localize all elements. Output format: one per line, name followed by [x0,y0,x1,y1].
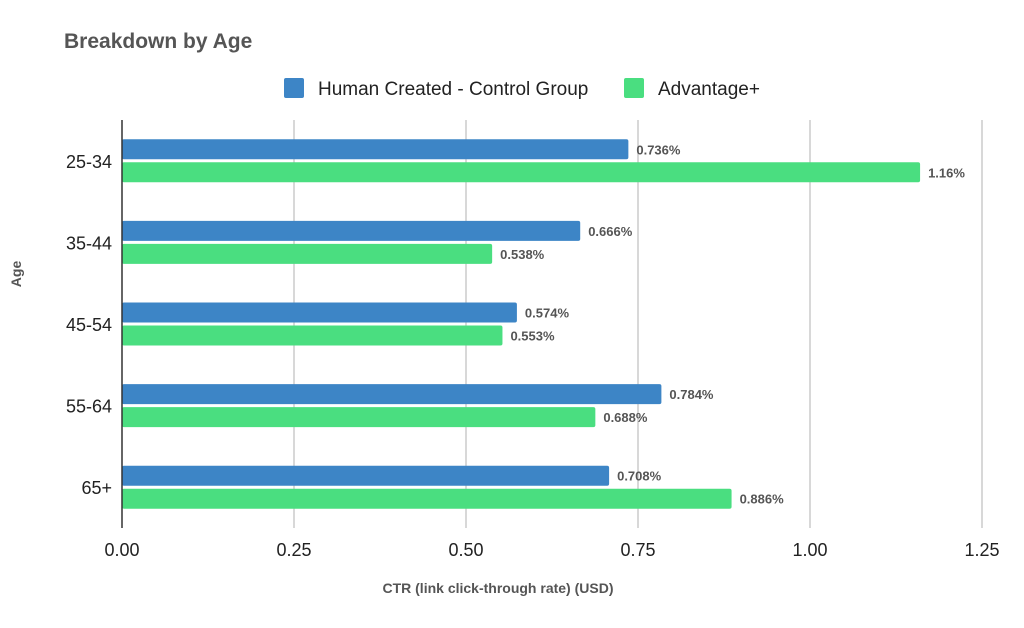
data-label-1-1: 0.538% [500,247,545,262]
bar-0-0 [122,139,629,160]
bars [122,139,921,509]
legend-label-control: Human Created - Control Group [318,79,588,100]
x-tick-label-0: 0.00 [104,540,139,560]
bar-1-4 [122,488,732,509]
bar-1-1 [122,243,493,264]
category-label-2: 45-54 [66,315,112,335]
data-label-1-3: 0.688% [603,410,648,425]
category-label-0: 25-34 [66,152,112,172]
bar-1-3 [122,407,596,428]
category-label-4: 65+ [81,478,112,498]
bar-0-1 [122,220,581,241]
legend: Human Created - Control Group Advantage+ [284,78,760,100]
category-label-3: 55-64 [66,397,112,417]
data-label-1-4: 0.886% [740,492,785,507]
gridlines [293,120,983,528]
legend-label-advantage: Advantage+ [658,79,760,100]
x-tick-label-1: 0.25 [276,540,311,560]
category-labels: 25-34 35-44 45-54 55-64 65+ [66,152,112,498]
data-label-0-1: 0.666% [588,224,633,239]
category-label-1: 35-44 [66,233,112,253]
x-tick-label-2: 0.50 [448,540,483,560]
chart-title: Breakdown by Age [64,30,252,53]
data-label-1-2: 0.553% [510,329,555,344]
y-axis-title: Age [8,261,24,288]
x-tick-label-4: 1.00 [792,540,827,560]
x-tick-label-3: 0.75 [620,540,655,560]
legend-swatch-control [284,78,304,98]
bar-0-4 [122,465,610,486]
legend-swatch-advantage [624,78,644,98]
bar-0-2 [122,302,517,323]
bar-1-0 [122,162,921,183]
x-axis-title: CTR (link click-through rate) (USD) [382,580,613,596]
x-tick-labels: 0.00 0.25 0.50 0.75 1.00 1.25 [104,540,999,560]
data-labels: 0.736% 1.16% 0.666% 0.538% 0.574% 0.553% 0.784… [500,142,965,506]
data-label-0-3: 0.784% [669,387,714,402]
data-label-0-4: 0.708% [617,469,662,484]
data-label-1-0: 1.16% [928,165,965,180]
data-label-0-0: 0.736% [636,142,681,157]
x-tick-label-5: 1.25 [964,540,999,560]
bar-1-2 [122,325,503,346]
bar-0-3 [122,384,662,405]
data-label-0-2: 0.574% [525,306,570,321]
